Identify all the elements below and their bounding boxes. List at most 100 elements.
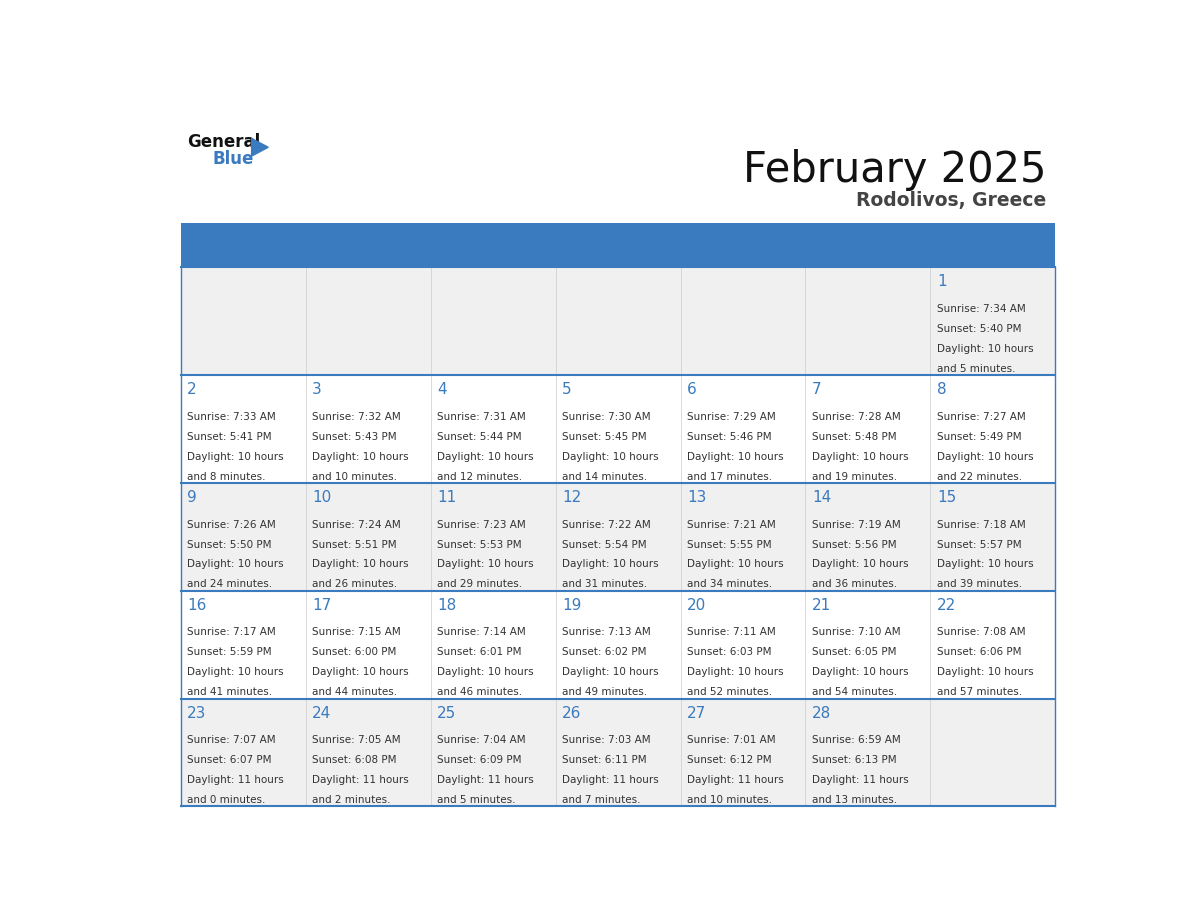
Text: and 36 minutes.: and 36 minutes. bbox=[811, 579, 897, 589]
Text: and 12 minutes.: and 12 minutes. bbox=[437, 472, 523, 482]
Text: Sunrise: 7:33 AM: Sunrise: 7:33 AM bbox=[188, 411, 276, 421]
Text: and 13 minutes.: and 13 minutes. bbox=[811, 795, 897, 805]
Text: Daylight: 10 hours: Daylight: 10 hours bbox=[687, 452, 784, 462]
Text: Daylight: 11 hours: Daylight: 11 hours bbox=[562, 775, 659, 785]
Text: Sunrise: 7:11 AM: Sunrise: 7:11 AM bbox=[687, 627, 776, 637]
Text: Sunrise: 7:32 AM: Sunrise: 7:32 AM bbox=[312, 411, 400, 421]
Text: and 17 minutes.: and 17 minutes. bbox=[687, 472, 772, 482]
Text: and 8 minutes.: and 8 minutes. bbox=[188, 472, 266, 482]
Text: Sunrise: 7:34 AM: Sunrise: 7:34 AM bbox=[937, 304, 1025, 314]
Text: Sunset: 5:50 PM: Sunset: 5:50 PM bbox=[188, 540, 272, 550]
Bar bbox=[181, 223, 1055, 267]
Text: Sunrise: 7:04 AM: Sunrise: 7:04 AM bbox=[437, 735, 526, 745]
Text: Sunset: 5:45 PM: Sunset: 5:45 PM bbox=[562, 431, 646, 442]
Text: Daylight: 10 hours: Daylight: 10 hours bbox=[937, 559, 1034, 569]
Text: 23: 23 bbox=[188, 706, 207, 721]
Text: and 5 minutes.: and 5 minutes. bbox=[937, 364, 1016, 374]
Text: 12: 12 bbox=[562, 490, 581, 505]
Text: and 46 minutes.: and 46 minutes. bbox=[437, 688, 523, 698]
Text: 22: 22 bbox=[937, 598, 956, 612]
Text: February 2025: February 2025 bbox=[742, 149, 1047, 191]
Text: Sunrise: 7:27 AM: Sunrise: 7:27 AM bbox=[937, 411, 1025, 421]
Text: Sunset: 5:57 PM: Sunset: 5:57 PM bbox=[937, 540, 1022, 550]
Text: Sunrise: 7:14 AM: Sunrise: 7:14 AM bbox=[437, 627, 526, 637]
Text: Daylight: 10 hours: Daylight: 10 hours bbox=[312, 452, 409, 462]
Text: and 44 minutes.: and 44 minutes. bbox=[312, 688, 397, 698]
Text: Daylight: 10 hours: Daylight: 10 hours bbox=[562, 452, 658, 462]
Text: Daylight: 10 hours: Daylight: 10 hours bbox=[811, 667, 909, 677]
Text: Daylight: 10 hours: Daylight: 10 hours bbox=[437, 667, 533, 677]
Text: Sunrise: 7:07 AM: Sunrise: 7:07 AM bbox=[188, 735, 276, 745]
Text: Daylight: 10 hours: Daylight: 10 hours bbox=[188, 559, 284, 569]
Text: Daylight: 10 hours: Daylight: 10 hours bbox=[937, 343, 1034, 353]
Text: Sunrise: 7:26 AM: Sunrise: 7:26 AM bbox=[188, 520, 276, 530]
Text: 17: 17 bbox=[312, 598, 331, 612]
Text: Daylight: 10 hours: Daylight: 10 hours bbox=[188, 667, 284, 677]
Text: Rodolivos, Greece: Rodolivos, Greece bbox=[855, 192, 1047, 210]
Text: 16: 16 bbox=[188, 598, 207, 612]
Text: Sunrise: 7:21 AM: Sunrise: 7:21 AM bbox=[687, 520, 776, 530]
Text: Daylight: 10 hours: Daylight: 10 hours bbox=[811, 452, 909, 462]
Text: Daylight: 10 hours: Daylight: 10 hours bbox=[687, 559, 784, 569]
Text: Daylight: 11 hours: Daylight: 11 hours bbox=[312, 775, 409, 785]
Text: Sunrise: 7:13 AM: Sunrise: 7:13 AM bbox=[562, 627, 651, 637]
Text: and 29 minutes.: and 29 minutes. bbox=[437, 579, 523, 589]
Text: Daylight: 10 hours: Daylight: 10 hours bbox=[937, 452, 1034, 462]
Text: 11: 11 bbox=[437, 490, 456, 505]
Text: Daylight: 10 hours: Daylight: 10 hours bbox=[188, 452, 284, 462]
Text: Sunrise: 7:23 AM: Sunrise: 7:23 AM bbox=[437, 520, 526, 530]
Text: 3: 3 bbox=[312, 382, 322, 397]
Text: and 2 minutes.: and 2 minutes. bbox=[312, 795, 391, 805]
Text: Sunset: 5:41 PM: Sunset: 5:41 PM bbox=[188, 431, 272, 442]
Text: 24: 24 bbox=[312, 706, 331, 721]
Text: Blue: Blue bbox=[213, 151, 254, 168]
Text: Sunrise: 7:24 AM: Sunrise: 7:24 AM bbox=[312, 520, 400, 530]
Text: and 10 minutes.: and 10 minutes. bbox=[687, 795, 772, 805]
Text: Sunday: Sunday bbox=[185, 243, 246, 258]
Text: 26: 26 bbox=[562, 706, 581, 721]
Text: Daylight: 10 hours: Daylight: 10 hours bbox=[562, 559, 658, 569]
Text: Daylight: 11 hours: Daylight: 11 hours bbox=[437, 775, 533, 785]
Text: Sunrise: 7:22 AM: Sunrise: 7:22 AM bbox=[562, 520, 651, 530]
Text: 10: 10 bbox=[312, 490, 331, 505]
Text: 19: 19 bbox=[562, 598, 581, 612]
Text: and 7 minutes.: and 7 minutes. bbox=[562, 795, 640, 805]
Text: Sunset: 6:08 PM: Sunset: 6:08 PM bbox=[312, 756, 397, 766]
Text: 25: 25 bbox=[437, 706, 456, 721]
Text: 5: 5 bbox=[562, 382, 571, 397]
Bar bbox=[181, 267, 1055, 375]
Text: Sunrise: 7:18 AM: Sunrise: 7:18 AM bbox=[937, 520, 1025, 530]
Text: Sunset: 6:11 PM: Sunset: 6:11 PM bbox=[562, 756, 646, 766]
Text: Sunrise: 7:29 AM: Sunrise: 7:29 AM bbox=[687, 411, 776, 421]
Text: 1: 1 bbox=[937, 274, 947, 289]
Text: Daylight: 11 hours: Daylight: 11 hours bbox=[811, 775, 909, 785]
Text: Sunrise: 7:19 AM: Sunrise: 7:19 AM bbox=[811, 520, 901, 530]
Text: Saturday: Saturday bbox=[935, 243, 1009, 258]
Text: and 14 minutes.: and 14 minutes. bbox=[562, 472, 647, 482]
Text: 4: 4 bbox=[437, 382, 447, 397]
Text: Sunrise: 7:03 AM: Sunrise: 7:03 AM bbox=[562, 735, 651, 745]
Text: Sunrise: 7:05 AM: Sunrise: 7:05 AM bbox=[312, 735, 400, 745]
Text: Sunset: 5:40 PM: Sunset: 5:40 PM bbox=[937, 324, 1022, 334]
Text: Sunset: 5:44 PM: Sunset: 5:44 PM bbox=[437, 431, 522, 442]
Text: Daylight: 11 hours: Daylight: 11 hours bbox=[687, 775, 784, 785]
Text: Sunset: 6:00 PM: Sunset: 6:00 PM bbox=[312, 647, 397, 657]
Text: Daylight: 10 hours: Daylight: 10 hours bbox=[937, 667, 1034, 677]
Text: Sunrise: 6:59 AM: Sunrise: 6:59 AM bbox=[811, 735, 901, 745]
Text: Sunrise: 7:28 AM: Sunrise: 7:28 AM bbox=[811, 411, 901, 421]
Text: Sunrise: 7:31 AM: Sunrise: 7:31 AM bbox=[437, 411, 526, 421]
Text: and 52 minutes.: and 52 minutes. bbox=[687, 688, 772, 698]
Text: Sunset: 6:07 PM: Sunset: 6:07 PM bbox=[188, 756, 272, 766]
Text: Sunrise: 7:01 AM: Sunrise: 7:01 AM bbox=[687, 735, 776, 745]
Text: and 24 minutes.: and 24 minutes. bbox=[188, 579, 272, 589]
Text: Sunset: 6:01 PM: Sunset: 6:01 PM bbox=[437, 647, 522, 657]
Text: Sunset: 5:49 PM: Sunset: 5:49 PM bbox=[937, 431, 1022, 442]
Text: Daylight: 10 hours: Daylight: 10 hours bbox=[811, 559, 909, 569]
Text: Sunset: 6:06 PM: Sunset: 6:06 PM bbox=[937, 647, 1022, 657]
Text: Sunset: 5:46 PM: Sunset: 5:46 PM bbox=[687, 431, 771, 442]
Text: Sunset: 5:53 PM: Sunset: 5:53 PM bbox=[437, 540, 522, 550]
Text: Sunset: 6:12 PM: Sunset: 6:12 PM bbox=[687, 756, 771, 766]
Text: 20: 20 bbox=[687, 598, 706, 612]
Bar bbox=[181, 590, 1055, 699]
Text: 18: 18 bbox=[437, 598, 456, 612]
